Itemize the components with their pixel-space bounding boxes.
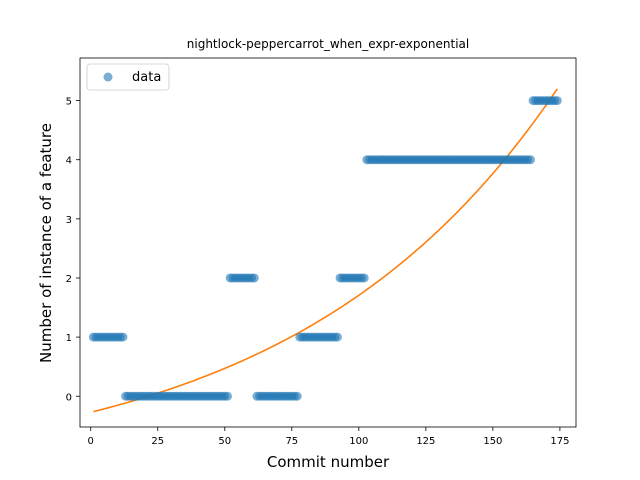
legend-box — [86, 63, 170, 91]
x-tick-label: 150 — [483, 436, 502, 447]
x-tick-label: 125 — [416, 436, 435, 447]
data-point — [222, 391, 232, 401]
data-point — [332, 332, 342, 342]
fit-line-layer — [93, 88, 558, 413]
data-point — [525, 155, 535, 165]
data-point — [118, 332, 128, 342]
y-tick-label: 2 — [66, 274, 72, 285]
legend: data — [86, 63, 170, 91]
data-point — [249, 273, 259, 283]
y-tick-label: 1 — [66, 333, 72, 344]
legend-marker-data — [103, 72, 113, 82]
y-tick-label: 4 — [66, 156, 72, 167]
y-tick-label: 5 — [66, 97, 72, 108]
data-point — [552, 96, 562, 106]
legend-label-data: data — [132, 70, 161, 85]
y-tick-label: 3 — [66, 215, 72, 226]
chart-title: nightlock-peppercarrot_when_expr-exponen… — [187, 37, 469, 51]
plot-frame — [79, 57, 577, 428]
x-tick-label: 75 — [285, 436, 298, 447]
y-tick-label: 0 — [66, 392, 72, 403]
y-axis-ticks: 0 1 2 3 4 5 — [66, 97, 80, 403]
data-points-layer — [88, 96, 562, 401]
x-tick-label: 0 — [88, 436, 94, 447]
x-axis-ticks: 0 25 50 75 100 125 150 175 — [88, 427, 569, 447]
fit-line — [93, 88, 558, 413]
x-tick-label: 175 — [550, 436, 569, 447]
x-tick-label: 100 — [349, 436, 368, 447]
x-axis-label: Commit number — [267, 453, 390, 471]
x-tick-label: 50 — [218, 436, 231, 447]
x-tick-label: 25 — [151, 436, 164, 447]
data-point — [292, 391, 302, 401]
data-point — [359, 273, 369, 283]
y-axis-label: Number of instance of a feature — [37, 123, 55, 363]
